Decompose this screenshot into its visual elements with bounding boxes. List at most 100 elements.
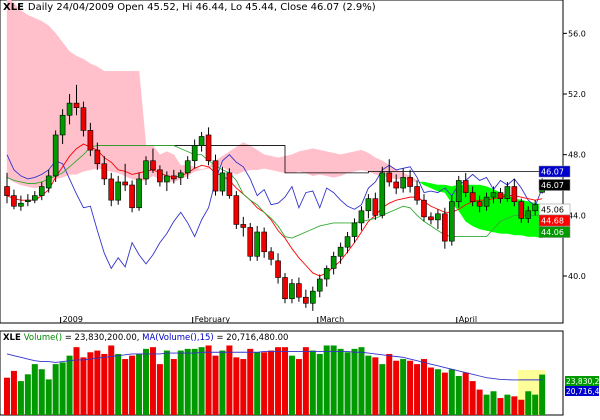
volume-bars <box>4 345 546 415</box>
candle <box>87 122 94 157</box>
candle <box>497 188 504 204</box>
candle-body <box>11 195 17 207</box>
volume-bar <box>205 345 212 415</box>
candle <box>316 274 323 298</box>
candle <box>462 172 469 198</box>
cloud-segment <box>263 154 272 171</box>
candle <box>469 186 476 207</box>
candle <box>31 191 38 204</box>
volume-bar <box>198 347 205 415</box>
candle-body <box>136 178 142 209</box>
blue-line <box>6 154 543 270</box>
price-badge <box>538 165 571 178</box>
candle <box>393 174 400 195</box>
cloud-segment <box>27 14 35 189</box>
volume-bar <box>309 350 316 415</box>
candle-body <box>407 177 413 187</box>
volume-bar <box>240 359 247 415</box>
price-tick-label: 56.0 <box>568 29 586 38</box>
candle-body <box>87 130 94 151</box>
volume-bar <box>212 355 219 415</box>
volume-bar <box>511 396 518 415</box>
candle <box>94 142 101 170</box>
candle-body <box>435 213 441 221</box>
candle-body <box>428 216 434 221</box>
candle-body <box>254 231 260 257</box>
candle <box>358 206 365 231</box>
price-axis: 56.0 52.0 48.0 44.0 40.0 <box>563 29 586 281</box>
candle <box>400 168 406 193</box>
candle-body <box>275 260 281 278</box>
candle-body <box>358 210 365 224</box>
candle <box>330 251 337 275</box>
candle <box>490 186 497 204</box>
candle <box>157 165 163 187</box>
volume-bar <box>462 372 469 415</box>
cloud-segment <box>319 149 327 177</box>
candle <box>198 131 205 152</box>
candle <box>351 218 358 243</box>
price-tick-label: 48.0 <box>568 151 586 160</box>
candle-body <box>226 172 233 196</box>
volume-bar <box>288 355 295 415</box>
volume-bar <box>476 389 483 415</box>
candle-body <box>476 201 483 207</box>
volume-bar <box>483 394 490 415</box>
cloud-segment <box>117 71 126 177</box>
volume-bar <box>101 353 108 415</box>
volume-ma-label: MA(Volume(),15) <box>142 333 214 343</box>
cloud-segment <box>131 71 140 181</box>
time-tick-label: February <box>195 315 231 324</box>
volume-bar <box>434 369 441 415</box>
candle-body <box>330 255 337 269</box>
cloud-segment <box>326 151 334 178</box>
price-badge-label: 46.07 <box>541 168 564 177</box>
volume-bar <box>427 367 434 415</box>
candle <box>435 209 441 229</box>
volume-bar <box>525 391 532 415</box>
price-info: Daily 24/04/2009 Open 45.52, Hi 46.44, L… <box>28 2 376 13</box>
candle <box>73 84 80 116</box>
volume-bar <box>170 359 177 415</box>
volume-bar <box>268 350 275 415</box>
candle-body <box>483 196 490 207</box>
cloud-segment <box>361 149 369 172</box>
candle-body <box>518 201 525 219</box>
volume-bar <box>59 362 66 415</box>
candle-body <box>372 198 379 216</box>
candle <box>59 109 66 145</box>
candle <box>282 272 288 304</box>
candle-body <box>212 160 219 192</box>
candle-body <box>205 134 212 162</box>
volume-bar <box>282 347 288 415</box>
time-tick-label: April <box>459 315 477 324</box>
candle <box>365 194 372 219</box>
candle-body <box>198 136 205 146</box>
candle-body <box>421 199 427 218</box>
candle-body <box>80 107 87 131</box>
cloud-segment <box>41 20 49 187</box>
candle <box>483 192 490 211</box>
candle-body <box>442 213 448 242</box>
candle <box>247 222 254 261</box>
volume-bar <box>115 353 122 415</box>
candle <box>511 178 518 207</box>
candle-body <box>497 192 504 199</box>
volume-bar <box>365 355 372 415</box>
volume-ma-value: = 20,716,480.00 <box>214 333 289 343</box>
cloud-segment <box>472 184 480 230</box>
candle-body <box>52 134 59 177</box>
price-header: XLE Daily 24/04/2009 Open 45.52, Hi 46.44… <box>3 2 376 13</box>
price-badges: 46.07 46.07 45.06 44.68 44.06 <box>538 165 571 238</box>
volume-bar <box>414 364 421 415</box>
cloud-segment <box>104 71 112 172</box>
volume-bar <box>441 372 448 415</box>
volume-bar <box>94 350 101 415</box>
volume-value: = 23,830,200.00, <box>62 333 142 343</box>
volume-symbol: XLE <box>3 333 21 343</box>
candle <box>233 191 240 229</box>
cloud-segment <box>298 149 307 174</box>
price-badge-label: 46.07 <box>541 181 564 190</box>
candle <box>289 279 295 304</box>
